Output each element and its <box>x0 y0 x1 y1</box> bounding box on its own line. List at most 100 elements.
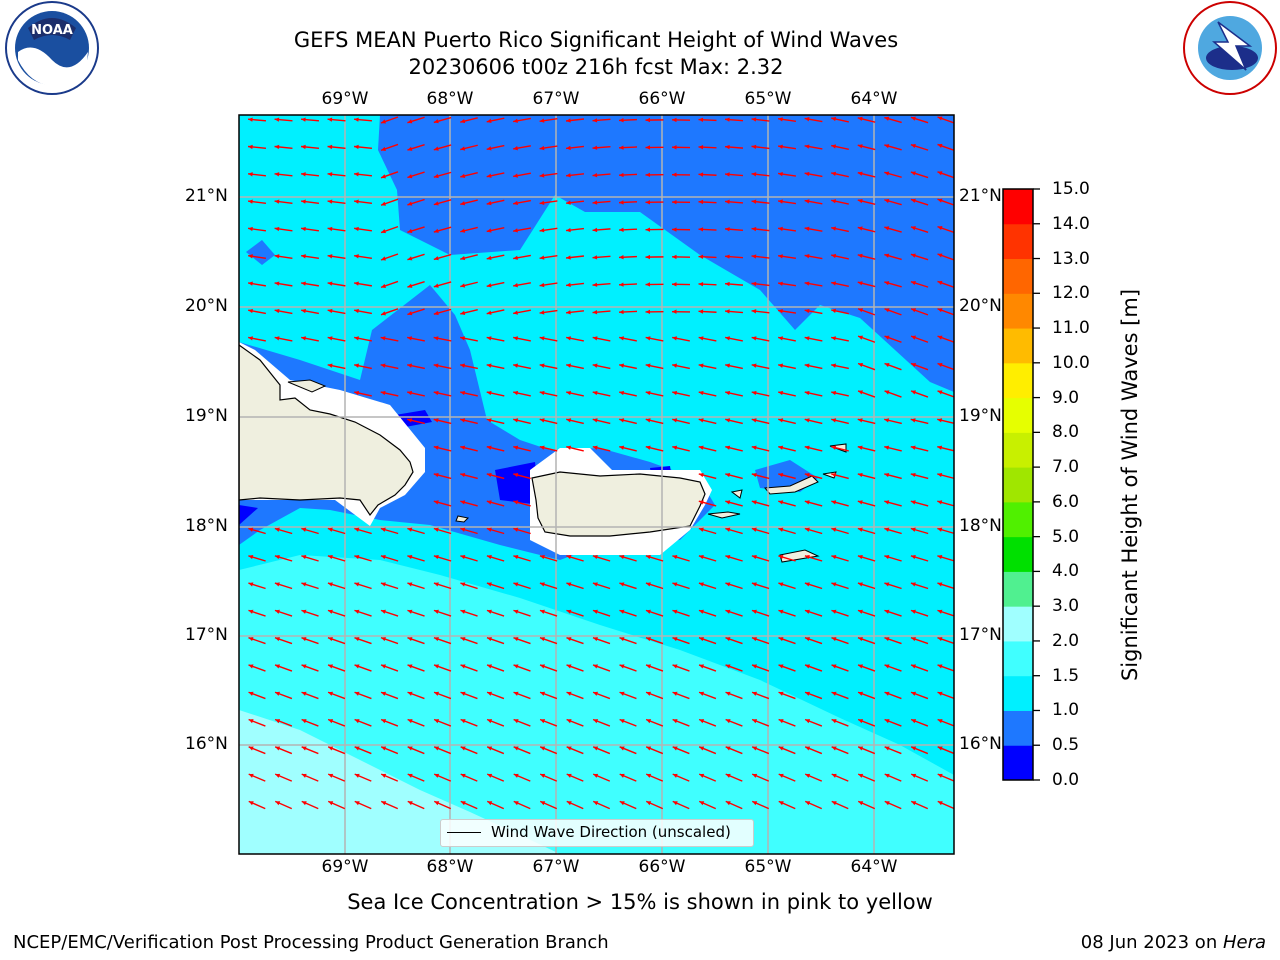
direction-arrow <box>433 555 452 562</box>
direction-arrow <box>672 445 690 452</box>
direction-arrow <box>513 800 531 810</box>
chart-subtitle: 20230606 t00z 216h fcst Max: 2.32 <box>408 55 784 79</box>
direction-arrow <box>460 171 478 178</box>
direction-arrow <box>671 227 691 232</box>
lon-label: 69°W <box>321 857 369 877</box>
direction-arrow <box>937 116 954 124</box>
direction-arrow <box>407 198 425 206</box>
direction-arrow <box>248 664 266 672</box>
direction-arrow <box>778 609 796 617</box>
direction-arrow <box>857 800 876 810</box>
direction-arrow <box>592 636 611 645</box>
direction-arrow <box>725 773 743 782</box>
direction-arrow <box>831 582 849 590</box>
direction-arrow <box>937 555 954 562</box>
lon-label: 65°W <box>744 857 792 877</box>
direction-arrow <box>486 390 505 397</box>
direction-arrow <box>725 800 743 810</box>
lon-label: 69°W <box>321 89 369 109</box>
direction-arrow <box>884 609 902 617</box>
direction-arrow <box>354 800 372 810</box>
direction-arrow <box>751 527 770 535</box>
direction-arrow <box>618 309 638 315</box>
direction-arrow <box>619 445 637 452</box>
direction-arrow <box>433 226 452 233</box>
direction-arrow <box>937 171 954 179</box>
direction-arrow <box>486 527 505 535</box>
direction-arrow <box>380 636 399 645</box>
direction-arrow <box>565 282 585 288</box>
direction-arrow <box>433 171 452 179</box>
direction-arrow <box>539 609 558 617</box>
direction-arrow <box>698 145 717 150</box>
direction-arrow <box>645 200 664 205</box>
direction-arrow <box>937 718 954 727</box>
direction-arrow <box>327 172 346 177</box>
direction-arrow <box>725 527 743 535</box>
direction-arrow <box>486 664 505 672</box>
direction-arrow <box>380 253 399 261</box>
direction-arrow <box>247 226 267 232</box>
direction-arrow <box>407 144 425 151</box>
direction-arrow <box>539 418 558 425</box>
direction-arrow <box>380 280 399 289</box>
legend-line-swatch <box>447 832 481 833</box>
direction-arrow <box>831 445 849 452</box>
direction-arrow <box>300 172 320 177</box>
direction-arrow <box>777 281 797 287</box>
direction-arrow <box>725 363 743 370</box>
direction-arrow <box>274 117 293 122</box>
direction-arrow <box>857 445 876 452</box>
direction-arrow <box>539 718 558 727</box>
direction-arrow <box>645 172 664 178</box>
direction-arrow <box>566 773 584 782</box>
direction-arrow <box>671 254 691 260</box>
direction-arrow <box>698 746 717 755</box>
direction-arrow <box>804 527 823 535</box>
direction-arrow <box>274 199 293 205</box>
direction-arrow <box>619 582 637 590</box>
direction-arrow <box>327 664 346 672</box>
direction-arrow <box>804 472 823 480</box>
direction-arrow <box>433 199 452 206</box>
direction-arrow <box>513 555 531 562</box>
direction-arrow <box>380 664 399 672</box>
direction-arrow <box>539 118 558 123</box>
direction-arrow <box>645 145 664 150</box>
direction-arrow <box>831 199 849 205</box>
direction-arrow <box>804 800 823 810</box>
direction-arrow <box>513 664 531 672</box>
direction-arrow <box>486 117 505 124</box>
direction-arrow <box>354 336 372 342</box>
direction-arrow <box>327 773 346 782</box>
direction-arrow <box>831 746 849 755</box>
direction-arrow <box>698 363 717 370</box>
direction-arrow <box>354 746 372 755</box>
direction-arrow <box>486 609 505 617</box>
direction-arrow <box>831 664 849 672</box>
lon-label: 68°W <box>426 89 474 109</box>
direction-arrow <box>274 527 293 535</box>
direction-arrow <box>937 609 954 617</box>
direction-arrow <box>857 472 876 480</box>
direction-arrow <box>460 226 478 233</box>
direction-arrow <box>857 527 876 535</box>
direction-arrow <box>910 500 929 507</box>
direction-arrow <box>301 746 319 755</box>
direction-arrow <box>513 254 531 260</box>
direction-arrow <box>619 609 637 617</box>
direction-arrow <box>539 172 558 178</box>
direction-arrow <box>778 773 796 782</box>
direction-arrow <box>910 555 929 562</box>
direction-arrow <box>407 636 425 645</box>
direction-arrow <box>884 198 902 206</box>
direction-arrow <box>300 226 320 232</box>
direction-arrow <box>460 418 478 425</box>
direction-arrow <box>645 254 664 260</box>
direction-arrow <box>247 144 267 150</box>
direction-arrow <box>857 691 876 700</box>
direction-arrow <box>857 144 876 151</box>
direction-arrow <box>539 555 558 562</box>
direction-arrow <box>407 418 425 425</box>
direction-arrow <box>698 336 717 342</box>
